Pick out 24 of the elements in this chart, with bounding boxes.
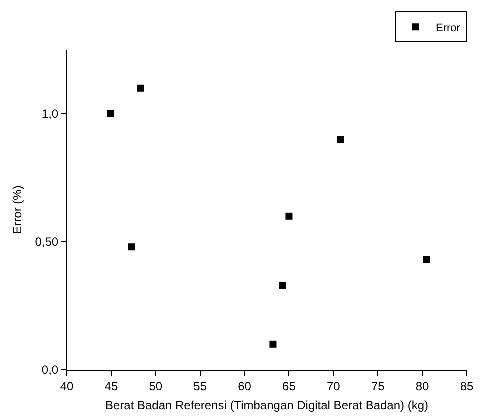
y-axis-title: Error (%) bbox=[10, 186, 25, 234]
point bbox=[128, 244, 136, 251]
x-tick-label: 40 bbox=[60, 379, 74, 394]
point bbox=[286, 212, 293, 220]
x-tick-label: 60 bbox=[238, 379, 252, 394]
point bbox=[137, 84, 144, 92]
x-tick-label: 70 bbox=[326, 379, 341, 394]
y-tick-label: 1,0 bbox=[42, 107, 59, 122]
point bbox=[280, 282, 286, 290]
x-tick-label: 55 bbox=[194, 379, 208, 394]
point bbox=[337, 136, 344, 144]
x-tick-label: 65 bbox=[282, 379, 296, 394]
x-tick-label: 50 bbox=[149, 379, 163, 394]
x-tick-label: 80 bbox=[416, 379, 430, 394]
y-tick-label: 0,50 bbox=[35, 235, 59, 250]
y-tick-label: 0,0 bbox=[42, 363, 59, 378]
point bbox=[270, 340, 277, 348]
x-tick-label: 45 bbox=[104, 379, 118, 394]
point bbox=[107, 110, 114, 118]
legend-label: Error bbox=[436, 22, 461, 34]
x-tick-label: 85 bbox=[460, 379, 474, 394]
x-axis-title: Berat Badan Referensi (Timbangan Digital Berat Badan) (kg) bbox=[105, 398, 429, 412]
x-tick-label: 75 bbox=[371, 379, 386, 394]
point bbox=[424, 256, 430, 264]
